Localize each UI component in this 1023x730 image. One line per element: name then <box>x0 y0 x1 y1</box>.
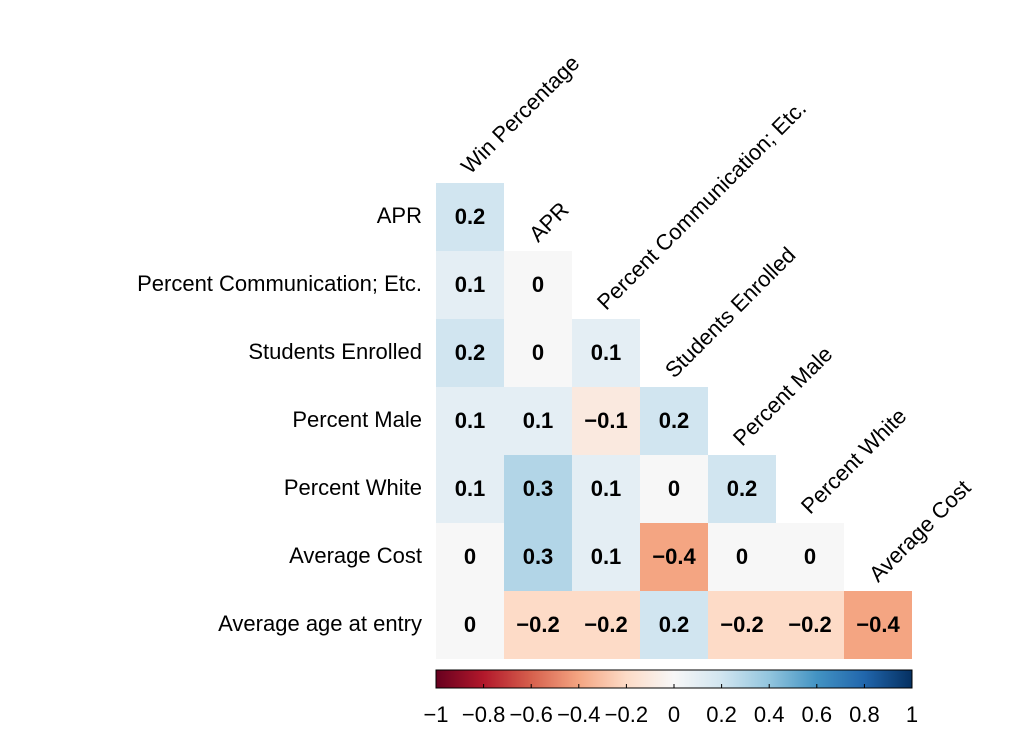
heatmap-cell <box>436 251 504 319</box>
cell-label: 0.2 <box>455 340 486 365</box>
heatmap-cell <box>504 591 572 659</box>
cell-label: 0.2 <box>659 408 690 433</box>
cell-label: 0.1 <box>455 272 486 297</box>
heatmap-cell <box>572 319 640 387</box>
row-label: Percent Communication; Etc. <box>137 271 422 296</box>
heatmap-cell <box>504 455 572 523</box>
cell-label: 0.2 <box>659 612 690 637</box>
heatmap-cell <box>640 591 708 659</box>
heatmap-cell <box>436 523 504 591</box>
cell-label: 0 <box>668 476 680 501</box>
column-label: Average Cost <box>864 475 976 587</box>
heatmap-cell <box>776 523 844 591</box>
cell-label: 0 <box>464 544 476 569</box>
cell-label: 0 <box>804 544 816 569</box>
row-label: Percent White <box>284 475 422 500</box>
column-label: Percent Male <box>728 341 837 450</box>
heatmap-cell <box>436 183 504 251</box>
cell-label: 0 <box>464 612 476 637</box>
cell-label: 0 <box>736 544 748 569</box>
row-label: APR <box>377 203 422 228</box>
cell-label: −0.2 <box>788 612 831 637</box>
heatmap-cell <box>844 591 912 659</box>
cell-label: −0.2 <box>720 612 763 637</box>
colorbar-tick-label: −0.8 <box>462 702 505 727</box>
cell-label: 0.2 <box>727 476 758 501</box>
heatmap-cell <box>708 455 776 523</box>
colorbar-tick-label: 0.2 <box>706 702 737 727</box>
colorbar-tick-label: 0 <box>668 702 680 727</box>
cell-label: 0.3 <box>523 476 554 501</box>
heatmap-cell <box>572 387 640 455</box>
cell-label: −0.4 <box>856 612 900 637</box>
column-label: APR <box>524 197 574 247</box>
row-label: Average age at entry <box>218 611 422 636</box>
heatmap-cell <box>640 523 708 591</box>
cell-label: 0.1 <box>591 340 622 365</box>
cell-label: −0.4 <box>652 544 696 569</box>
colorbar-tick-label: 0.8 <box>849 702 880 727</box>
column-label: Percent White <box>796 403 911 518</box>
row-label: Average Cost <box>289 543 422 568</box>
heatmap-cell <box>436 387 504 455</box>
colorbar-tick-label: −1 <box>423 702 448 727</box>
heatmap-cell <box>504 251 572 319</box>
cell-label: 0.1 <box>523 408 554 433</box>
heatmap-cell <box>436 455 504 523</box>
colorbar-tick-label: 0.4 <box>754 702 785 727</box>
cell-label: 0 <box>532 272 544 297</box>
cell-label: 0.3 <box>523 544 554 569</box>
cell-label: −0.2 <box>584 612 627 637</box>
colorbar-tick-label: −0.2 <box>605 702 648 727</box>
heatmap-cell <box>436 591 504 659</box>
cell-label: 0.2 <box>455 204 486 229</box>
cell-label: 0.1 <box>591 476 622 501</box>
heatmap-cell <box>504 387 572 455</box>
heatmap-cell <box>708 523 776 591</box>
cell-label: 0.1 <box>455 476 486 501</box>
colorbar-tick-label: −0.4 <box>557 702 600 727</box>
cell-label: −0.2 <box>516 612 559 637</box>
colorbar-tick-label: −0.6 <box>509 702 552 727</box>
cell-label: 0.1 <box>591 544 622 569</box>
colorbar-tick-label: 1 <box>906 702 918 727</box>
row-label: Students Enrolled <box>248 339 422 364</box>
heatmap-cell <box>572 591 640 659</box>
heatmap-cell <box>640 387 708 455</box>
heatmap-cell <box>504 523 572 591</box>
column-label: Students Enrolled <box>660 242 800 382</box>
heatmap-cell <box>572 523 640 591</box>
cell-label: 0 <box>532 340 544 365</box>
column-label: Win Percentage <box>456 50 584 178</box>
heatmap-cell <box>708 591 776 659</box>
cell-label: −0.1 <box>584 408 627 433</box>
heatmap-cell <box>640 455 708 523</box>
heatmap-cell <box>504 319 572 387</box>
cell-label: 0.1 <box>455 408 486 433</box>
colorbar-tick-label: 0.6 <box>802 702 833 727</box>
row-label: Percent Male <box>292 407 422 432</box>
heatmap-cell <box>572 455 640 523</box>
heatmap-cell <box>436 319 504 387</box>
heatmap-cell <box>776 591 844 659</box>
